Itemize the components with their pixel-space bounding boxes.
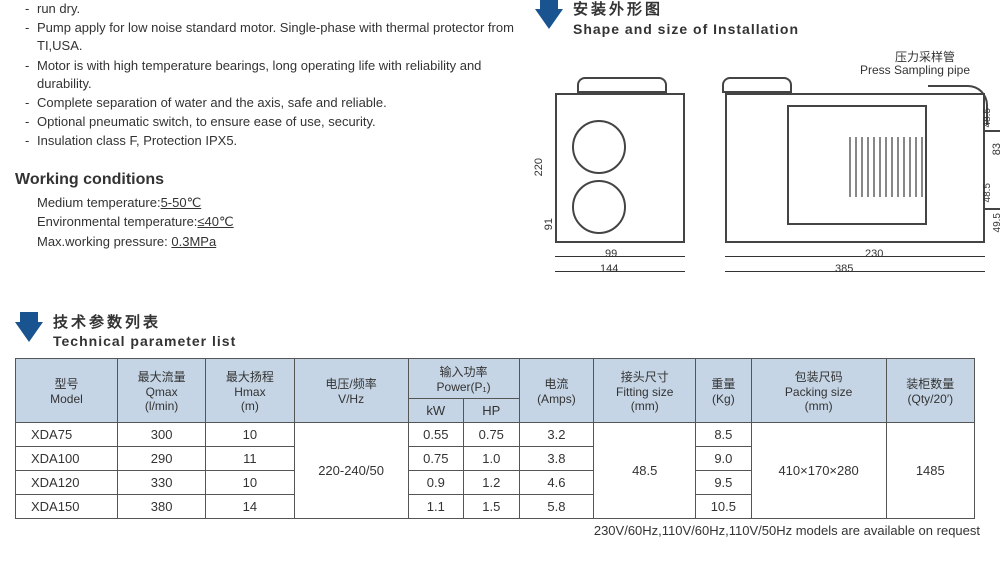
install-title-en: Shape and size of Installation [573, 20, 799, 38]
feature-list: run dry. Pump apply for low noise standa… [15, 0, 515, 151]
cell-model: XDA120 [16, 471, 118, 495]
footnote: 230V/60Hz,110V/60Hz,110V/50Hz models are… [15, 523, 985, 538]
arrow-down-icon [535, 9, 563, 29]
cell-kw: 1.1 [408, 495, 463, 519]
th-amps: 电流(Amps) [519, 359, 594, 423]
tech-section-header: 技术参数列表 Technical parameter list [15, 313, 985, 351]
cell-hmax: 14 [206, 495, 294, 519]
cell-hp: 1.5 [464, 495, 519, 519]
pump-front-view [555, 93, 685, 243]
cell-hp: 0.75 [464, 423, 519, 447]
cell-qmax: 300 [117, 423, 205, 447]
dim-230: 230 [865, 248, 883, 260]
cell-hmax: 10 [206, 423, 294, 447]
cell-kw: 0.9 [408, 471, 463, 495]
wc-medium-value: 5-50℃ [161, 195, 202, 210]
th-power: 输入功率Power(P₁) [408, 359, 519, 399]
wc-press-label: Max.working pressure: [37, 234, 168, 249]
dim-91: 91 [543, 218, 555, 230]
feature-item: Insulation class F, Protection IPX5. [15, 132, 515, 150]
install-section-header: 安装外形图 Shape and size of Installation [535, 0, 985, 38]
cell-qty: 1485 [886, 423, 974, 519]
pump-side-view [725, 93, 985, 243]
cell-kg: 10.5 [696, 495, 751, 519]
feature-item: Motor is with high temperature bearings,… [15, 57, 515, 93]
cell-hp: 1.0 [464, 447, 519, 471]
cell-vhz: 220-240/50 [294, 423, 408, 519]
th-hmax: 最大扬程Hmax(m) [206, 359, 294, 423]
dim-83: 83 [991, 143, 1000, 155]
th-qty: 装柜数量(Qty/20′) [886, 359, 974, 423]
dim-385: 385 [835, 263, 853, 275]
wc-env-value: ≤40℃ [197, 214, 233, 229]
cell-model: XDA150 [16, 495, 118, 519]
cell-fitting: 48.5 [594, 423, 696, 519]
cell-packing: 410×170×280 [751, 423, 886, 519]
cell-kg: 9.5 [696, 471, 751, 495]
cell-kw: 0.75 [408, 447, 463, 471]
cell-amps: 3.2 [519, 423, 594, 447]
th-vhz: 电压/频率V/Hz [294, 359, 408, 423]
th-hp: HP [464, 399, 519, 423]
feature-item: Optional pneumatic switch, to ensure eas… [15, 113, 515, 131]
cell-amps: 3.8 [519, 447, 594, 471]
th-model: 型号Model [16, 359, 118, 423]
feature-item: run dry. [15, 0, 515, 18]
dim-48-5b: 48.5 [982, 183, 993, 202]
cell-kg: 8.5 [696, 423, 751, 447]
th-kw: kW [408, 399, 463, 423]
dim-99: 99 [605, 248, 617, 260]
dim-220: 220 [533, 158, 545, 176]
dim-49-5: 49.5 [992, 213, 1000, 232]
cell-qmax: 380 [117, 495, 205, 519]
cell-amps: 4.6 [519, 471, 594, 495]
installation-diagram: 压力采样管 Press Sampling pipe 220 91 99 144 … [535, 48, 985, 288]
cell-amps: 5.8 [519, 495, 594, 519]
cell-kw: 0.55 [408, 423, 463, 447]
dim-144: 144 [600, 263, 618, 275]
th-packing: 包装尺码Packing size(mm) [751, 359, 886, 423]
table-row: XDA75 300 10 220-240/50 0.55 0.75 3.2 48… [16, 423, 975, 447]
cell-model: XDA75 [16, 423, 118, 447]
wc-env-label: Environmental temperature: [37, 214, 197, 229]
cell-kg: 9.0 [696, 447, 751, 471]
pipe-label-en: Press Sampling pipe [860, 63, 970, 77]
cell-model: XDA100 [16, 447, 118, 471]
table-body: XDA75 300 10 220-240/50 0.55 0.75 3.2 48… [16, 423, 975, 519]
wc-medium-label: Medium temperature: [37, 195, 161, 210]
cell-qmax: 290 [117, 447, 205, 471]
th-qmax: 最大流量Qmax(l/min) [117, 359, 205, 423]
th-fitting: 接头尺寸Fitting size(mm) [594, 359, 696, 423]
working-conditions-title: Working conditions [15, 171, 515, 189]
cell-qmax: 330 [117, 471, 205, 495]
dim-48-5a: 48.5 [982, 108, 993, 127]
install-title-cn: 安装外形图 [573, 0, 799, 20]
working-conditions-list: Medium temperature:5-50℃ Environmental t… [15, 193, 515, 252]
tech-title-cn: 技术参数列表 [53, 313, 236, 333]
tech-title-en: Technical parameter list [53, 332, 236, 350]
technical-parameter-table: 型号Model 最大流量Qmax(l/min) 最大扬程Hmax(m) 电压/频… [15, 358, 975, 519]
cell-hp: 1.2 [464, 471, 519, 495]
wc-press-value: 0.3MPa [171, 234, 216, 249]
cell-hmax: 11 [206, 447, 294, 471]
arrow-down-icon [15, 322, 43, 342]
feature-item: Complete separation of water and the axi… [15, 94, 515, 112]
th-weight: 重量(Kg) [696, 359, 751, 423]
feature-item: Pump apply for low noise standard motor.… [15, 19, 515, 55]
cell-hmax: 10 [206, 471, 294, 495]
